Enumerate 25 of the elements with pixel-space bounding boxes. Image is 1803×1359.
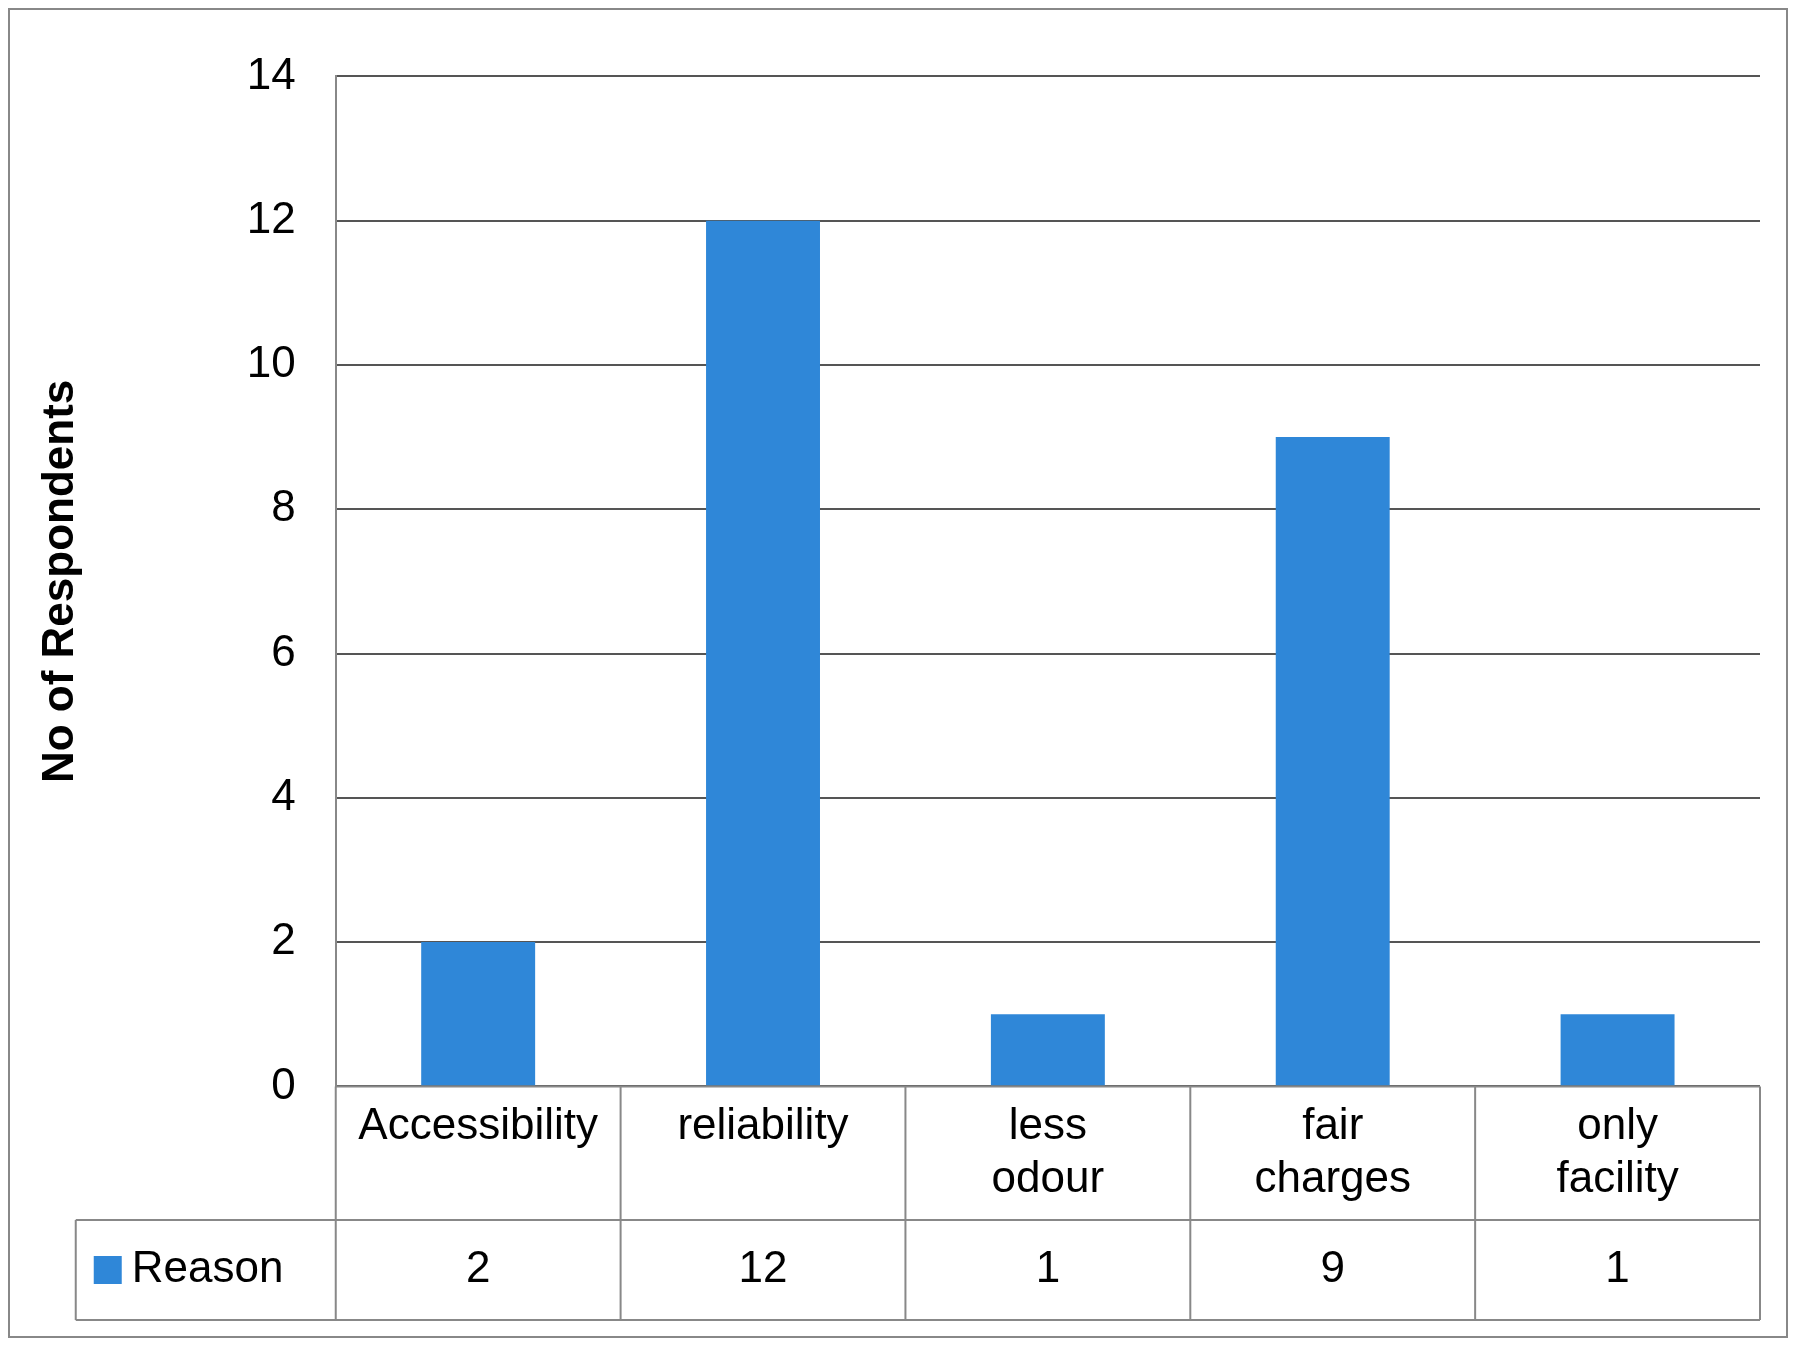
- y-tick-label: 14: [246, 48, 296, 98]
- y-tick-label: 2: [271, 914, 296, 964]
- y-tick-label: 6: [271, 625, 296, 675]
- bar: [706, 220, 820, 1086]
- x-tick-label: Accessibility: [358, 1098, 598, 1148]
- bar: [1560, 1014, 1675, 1086]
- data-label: 9: [1320, 1242, 1345, 1292]
- y-tick-label: 8: [271, 481, 296, 531]
- bar: [990, 1014, 1105, 1086]
- y-tick-label: 10: [246, 337, 296, 387]
- y-tick-label: 0: [271, 1058, 296, 1108]
- x-tick-label: less odour: [991, 1098, 1105, 1201]
- data-label: 12: [738, 1242, 788, 1292]
- x-tick-label: only facility: [1556, 1098, 1679, 1201]
- bar: [1275, 437, 1390, 1086]
- y-axis-title: No of Respondents: [32, 379, 82, 784]
- x-tick-label: reliability: [677, 1098, 849, 1148]
- x-tick-label: fair charges: [1254, 1098, 1411, 1201]
- data-label: 1: [1605, 1242, 1630, 1292]
- data-label: 1: [1035, 1242, 1061, 1292]
- y-tick-label: 12: [246, 192, 296, 242]
- legend-label: Reason: [131, 1242, 284, 1292]
- y-tick-label: 4: [271, 769, 296, 819]
- bar: [421, 942, 536, 1086]
- data-label: 2: [465, 1242, 491, 1292]
